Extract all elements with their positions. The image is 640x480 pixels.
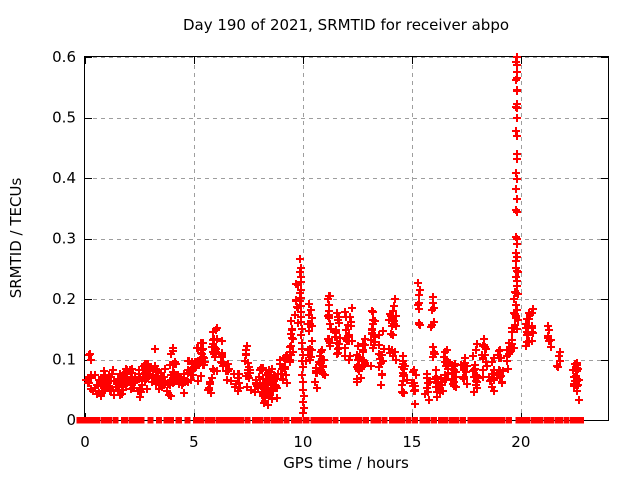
y-tick-label: 0.6: [52, 48, 76, 66]
scatter-points: [82, 53, 583, 417]
x-tick-label: 5: [189, 433, 199, 451]
x-tick-label: 10: [293, 433, 312, 451]
y-tick-label: 0.4: [52, 169, 76, 187]
y-tick-label: 0.1: [52, 351, 76, 369]
x-tick-label: 0: [80, 433, 90, 451]
x-axis-label: GPS time / hours: [283, 454, 409, 472]
y-tick-label: 0.5: [52, 109, 76, 127]
y-axis-label: SRMTID / TECUs: [7, 177, 25, 299]
grid-lines: [85, 57, 608, 420]
y-tick-label: 0.2: [52, 290, 76, 308]
plot-border: [84, 56, 609, 421]
chart-title: Day 190 of 2021, SRMTID for receiver abp…: [182, 16, 510, 34]
y-tick-label: 0: [66, 411, 76, 429]
x-tick-label: 15: [402, 433, 421, 451]
tick-labels: 0 5 10 15 20 0 0.1 0.2 0.3 0.4 0.5 0.6: [52, 48, 530, 451]
axis-ticks: [85, 57, 608, 421]
zero-band: [76, 417, 584, 424]
y-tick-label: 0.3: [52, 230, 76, 248]
x-tick-label: 20: [511, 433, 530, 451]
